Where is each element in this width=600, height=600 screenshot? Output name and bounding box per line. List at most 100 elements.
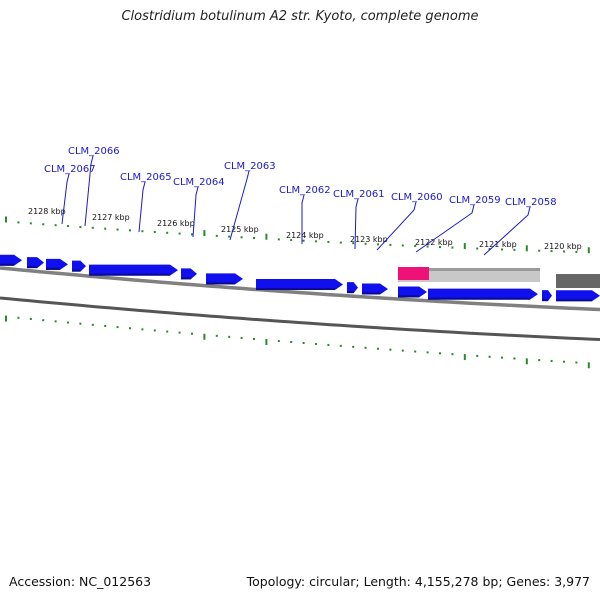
gene-arrow-shadow bbox=[556, 299, 592, 302]
gene-arrow-shadow bbox=[206, 282, 235, 285]
label-leader bbox=[301, 194, 305, 244]
scale-tick bbox=[166, 330, 169, 333]
scale-tick bbox=[414, 245, 417, 248]
gene-arrow bbox=[72, 260, 86, 272]
gene-label: CLM_2066 bbox=[68, 146, 120, 157]
gene-arrow bbox=[362, 283, 388, 295]
scale-tick bbox=[253, 337, 255, 340]
scale-tick bbox=[153, 231, 156, 234]
scale-tick bbox=[513, 357, 516, 360]
scale-tick bbox=[550, 359, 553, 362]
scale-tick bbox=[17, 221, 20, 224]
scale-tick bbox=[389, 348, 392, 351]
feature-bar bbox=[398, 268, 540, 282]
scale-tick bbox=[525, 358, 528, 365]
label-leader bbox=[376, 201, 417, 251]
scale-tick bbox=[215, 334, 218, 337]
genome-summary-text: Topology: circular; Length: 4,155,278 bp… bbox=[246, 574, 590, 589]
scale-tick bbox=[587, 247, 590, 254]
gene-arrow-shadow bbox=[89, 273, 170, 276]
scale-tick bbox=[91, 226, 94, 229]
scale-tick bbox=[67, 225, 69, 228]
scale-labels: 2128 kbp 2127 kbp 2126 kbp 2125 kbp 2124 kbp… bbox=[28, 207, 582, 251]
scale-tick bbox=[178, 232, 181, 235]
scale-tick bbox=[364, 242, 367, 245]
scale-tick bbox=[240, 236, 243, 239]
scale-label: 2128 kbp bbox=[28, 207, 66, 216]
scale-tick bbox=[116, 326, 119, 329]
inner-scale-ticks bbox=[5, 315, 590, 369]
scale-tick bbox=[563, 250, 565, 253]
gene-arrow bbox=[256, 279, 343, 291]
gene-arrow-shadow bbox=[428, 297, 530, 300]
scale-tick bbox=[525, 245, 528, 252]
gene-labels: CLM_2067 CLM_2066 CLM_2065 CLM_2064 CLM_2063… bbox=[44, 146, 557, 208]
gene-arrow bbox=[0, 254, 22, 266]
scale-tick bbox=[488, 247, 491, 250]
scale-tick bbox=[54, 224, 57, 227]
gene-arrow bbox=[89, 264, 178, 276]
scale-tick bbox=[302, 239, 305, 242]
scale-tick bbox=[277, 238, 280, 241]
gene-arrow-shadow bbox=[27, 266, 38, 269]
gene-arrow bbox=[398, 286, 427, 298]
gene-arrow bbox=[27, 257, 44, 269]
gene-label: CLM_2067 bbox=[44, 164, 96, 175]
scale-label: 2123 kbp bbox=[350, 235, 388, 244]
backbone bbox=[0, 266, 600, 341]
scale-tick bbox=[203, 333, 206, 340]
gene-arrow bbox=[542, 290, 552, 302]
scale-tick bbox=[104, 324, 107, 327]
scale-tick bbox=[501, 248, 503, 251]
scale-tick bbox=[129, 327, 131, 330]
scale-label: 2125 kbp bbox=[221, 225, 259, 234]
label-leader bbox=[354, 198, 359, 250]
scale-tick bbox=[191, 233, 193, 236]
scale-tick bbox=[488, 355, 491, 358]
scale-tick bbox=[426, 245, 429, 248]
scale-tick bbox=[575, 361, 578, 364]
scale-label: 2127 kbp bbox=[92, 213, 130, 222]
scale-tick bbox=[575, 250, 578, 253]
scale-tick bbox=[587, 362, 590, 369]
scale-tick bbox=[426, 351, 429, 354]
scale-tick bbox=[141, 230, 144, 233]
label-leader bbox=[192, 186, 199, 238]
scale-tick bbox=[364, 346, 367, 349]
gene-label: CLM_2058 bbox=[505, 197, 557, 208]
scale-tick bbox=[265, 338, 268, 345]
gene-arrows bbox=[0, 254, 600, 302]
label-leader bbox=[61, 173, 70, 225]
gene-arrow bbox=[428, 288, 538, 300]
scale-label: 2124 kbp bbox=[286, 231, 324, 240]
scale-tick bbox=[54, 320, 57, 323]
scale-tick bbox=[439, 246, 441, 249]
scale-tick bbox=[501, 356, 503, 359]
scale-tick bbox=[253, 237, 255, 240]
gene-label: CLM_2060 bbox=[391, 192, 443, 203]
feature-bar bbox=[398, 268, 540, 271]
label-leader bbox=[84, 155, 94, 227]
label-leader bbox=[483, 206, 531, 256]
label-leaders bbox=[61, 155, 531, 256]
gene-label: CLM_2064 bbox=[173, 177, 225, 188]
gene-label: CLM_2062 bbox=[279, 185, 331, 196]
scale-tick bbox=[327, 240, 330, 243]
scale-tick bbox=[104, 227, 107, 230]
scale-tick bbox=[463, 243, 466, 250]
scale-tick bbox=[302, 341, 305, 344]
scale-tick bbox=[129, 229, 131, 232]
gene-label: CLM_2061 bbox=[333, 189, 385, 200]
scale-tick bbox=[439, 352, 441, 355]
gene-arrow-shadow bbox=[362, 292, 380, 295]
scale-tick bbox=[290, 239, 293, 242]
scale-tick bbox=[538, 249, 541, 252]
gene-arrow-shadow bbox=[347, 291, 354, 294]
scale-tick bbox=[339, 344, 342, 347]
scale-tick bbox=[451, 353, 454, 356]
scale-tick bbox=[67, 321, 69, 324]
scale-tick bbox=[42, 223, 45, 226]
gene-arrow bbox=[347, 282, 358, 294]
scale-tick bbox=[116, 228, 119, 231]
